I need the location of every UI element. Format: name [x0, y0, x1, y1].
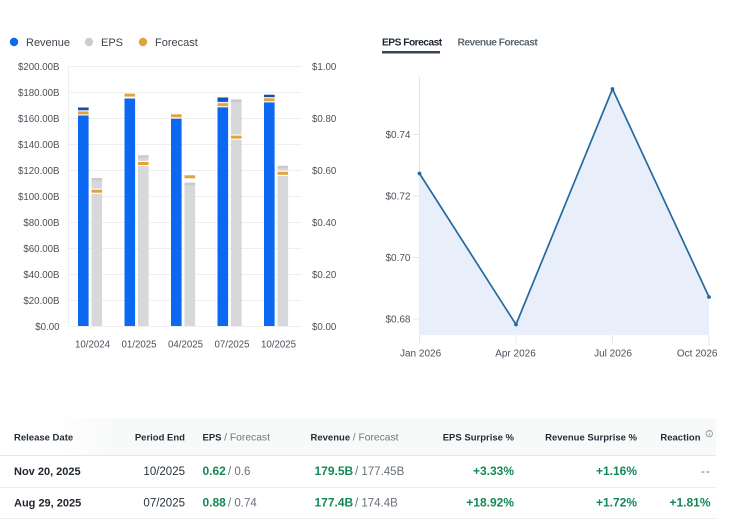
svg-text:$0.72: $0.72 [385, 192, 410, 203]
svg-text:Oct 2026: Oct 2026 [677, 349, 718, 360]
svg-text:$0.68: $0.68 [385, 315, 410, 326]
svg-text:Forecast: Forecast [155, 37, 198, 49]
svg-text:Revenue Surprise %: Revenue Surprise % [545, 433, 637, 444]
svg-text:$100.00B: $100.00B [18, 192, 59, 203]
svg-text:$20.00B: $20.00B [23, 296, 59, 307]
svg-text:10/2024: 10/2024 [75, 340, 111, 351]
svg-text:$160.00B: $160.00B [18, 114, 59, 125]
svg-text:$0.70: $0.70 [385, 253, 410, 264]
svg-text:$180.00B: $180.00B [18, 88, 59, 99]
svg-text:$0.00: $0.00 [312, 322, 337, 333]
svg-text:/ 177.45B: / 177.45B [355, 466, 405, 478]
svg-text:$40.00B: $40.00B [23, 270, 59, 281]
svg-text:EPS Surprise %: EPS Surprise % [443, 433, 515, 444]
svg-text:/ 0.74: / 0.74 [228, 498, 257, 510]
svg-text:0.62: 0.62 [203, 464, 227, 478]
svg-text:+18.92%: +18.92% [466, 496, 514, 510]
svg-text:$0.80: $0.80 [312, 114, 337, 125]
svg-text:$80.00B: $80.00B [23, 218, 59, 229]
svg-text:179.5B: 179.5B [315, 464, 354, 478]
svg-text:Period End: Period End [135, 433, 185, 444]
svg-text:$0.00: $0.00 [35, 322, 60, 333]
svg-text:--: -- [701, 466, 711, 478]
svg-text:07/2025: 07/2025 [214, 340, 249, 351]
svg-text:/ 0.6: / 0.6 [228, 466, 250, 478]
svg-text:$60.00B: $60.00B [23, 244, 59, 255]
svg-text:EPS: EPS [101, 37, 123, 49]
svg-text:+1.81%: +1.81% [669, 496, 710, 510]
svg-text:10/2025: 10/2025 [261, 340, 296, 351]
svg-text:177.4B: 177.4B [315, 496, 354, 510]
svg-text:$0.20: $0.20 [312, 270, 337, 281]
svg-text:07/2025: 07/2025 [143, 498, 185, 510]
svg-text:+1.72%: +1.72% [596, 496, 637, 510]
svg-text:$200.00B: $200.00B [18, 62, 59, 73]
svg-text:EPS / Forecast: EPS / Forecast [203, 433, 271, 444]
svg-text:$0.74: $0.74 [385, 130, 410, 141]
svg-text:Revenue / Forecast: Revenue / Forecast [311, 433, 399, 444]
svg-text:10/2025: 10/2025 [143, 466, 185, 478]
svg-text:$120.00B: $120.00B [18, 166, 59, 177]
svg-text:0.88: 0.88 [203, 496, 227, 510]
svg-text:Release Date: Release Date [14, 433, 73, 444]
svg-text:+1.16%: +1.16% [596, 464, 637, 478]
svg-text:Jan 2026: Jan 2026 [400, 349, 442, 360]
svg-text:/ 174.4B: / 174.4B [355, 498, 398, 510]
svg-text:Jul 2026: Jul 2026 [594, 349, 632, 360]
svg-text:$0.40: $0.40 [312, 218, 337, 229]
svg-text:Apr 2026: Apr 2026 [495, 349, 536, 360]
svg-text:Revenue Forecast: Revenue Forecast [458, 38, 539, 49]
svg-text:01/2025: 01/2025 [121, 340, 156, 351]
svg-text:$0.60: $0.60 [312, 166, 337, 177]
svg-text:$140.00B: $140.00B [18, 140, 59, 151]
svg-text:04/2025: 04/2025 [168, 340, 203, 351]
svg-text:EPS Forecast: EPS Forecast [382, 38, 443, 49]
svg-text:Aug 29, 2025: Aug 29, 2025 [14, 498, 81, 510]
svg-text:Revenue: Revenue [26, 37, 70, 49]
svg-text:Reaction: Reaction [660, 433, 700, 444]
svg-text:+3.33%: +3.33% [473, 464, 514, 478]
svg-text:$1.00: $1.00 [312, 62, 337, 73]
svg-text:Nov 20, 2025: Nov 20, 2025 [14, 466, 81, 478]
